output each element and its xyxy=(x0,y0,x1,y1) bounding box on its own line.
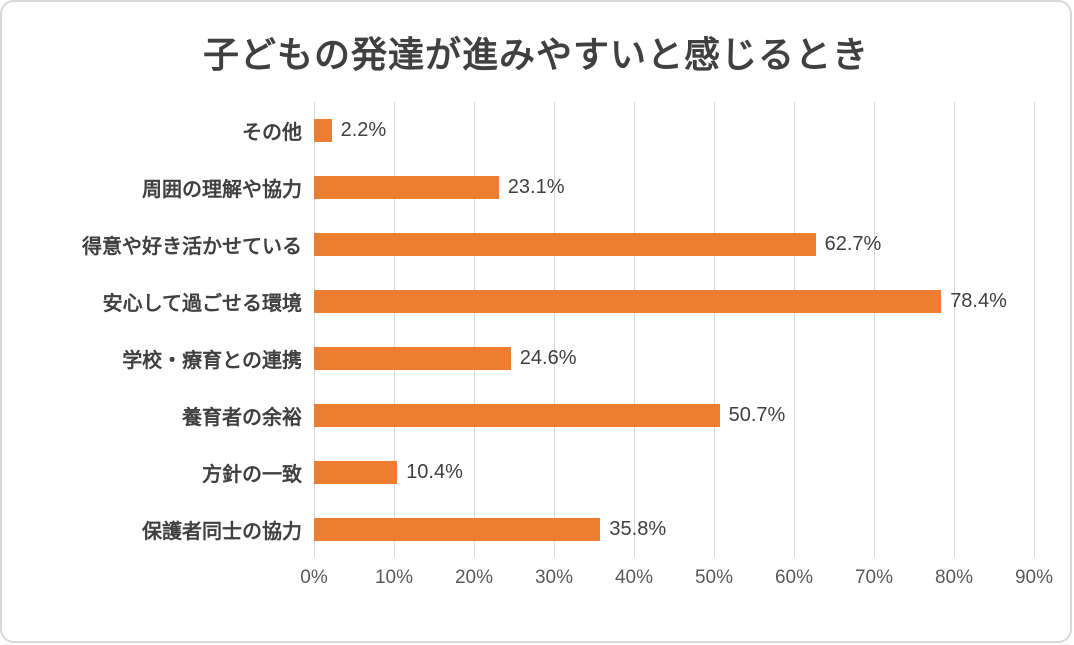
value-label: 2.2% xyxy=(340,119,387,141)
chart-title: 子どもの発達が進みやすいと感じるとき xyxy=(202,34,869,75)
category-label: 養育者の余裕 xyxy=(182,407,302,429)
x-axis-tick-label: 80% xyxy=(934,567,973,588)
value-label: 50.7% xyxy=(728,404,786,426)
x-axis-tick-label: 90% xyxy=(1014,567,1054,588)
bar-row: 2.2% xyxy=(314,102,1034,159)
plot-area: 2.2% 23.1% 62.7% 78.4% 24.6% 50.7% 10.4% 35.8% … xyxy=(300,102,1053,602)
bar-rows: 2.2% 23.1% 62.7% 78.4% 24.6% 50.7% 10.4% 35.8% xyxy=(314,102,1034,558)
x-axis-tick-label: 70% xyxy=(854,567,894,588)
x-axis-tick-label: 20% xyxy=(454,567,493,588)
bar-row: 10.4% xyxy=(314,444,1034,501)
x-axis-tick-label: 50% xyxy=(694,567,734,588)
category-label: その他 xyxy=(242,122,302,144)
bar xyxy=(314,176,499,199)
bar xyxy=(314,119,332,142)
value-label: 10.4% xyxy=(406,461,463,483)
category-label: 安心して過ごせる環境 xyxy=(102,293,302,315)
category-label: 学校・療育との連携 xyxy=(122,350,302,372)
bar xyxy=(314,518,601,541)
value-label: 23.1% xyxy=(507,176,565,198)
x-axis-tick-label: 60% xyxy=(774,567,814,588)
bar xyxy=(314,347,511,370)
category-label: 周囲の理解や協力 xyxy=(142,179,302,201)
bar-row: 23.1% xyxy=(314,159,1034,216)
value-label: 35.8% xyxy=(609,518,667,540)
x-axis-tick-label: 10% xyxy=(374,567,413,588)
x-axis: 0% 10% 20% 30% 40% 50% 60% 70% 80% 90% xyxy=(300,558,1053,602)
bar-row: 62.7% xyxy=(314,216,1034,273)
gridline xyxy=(1034,102,1035,558)
x-axis-tick-label: 30% xyxy=(534,567,574,588)
bar xyxy=(314,290,942,313)
bar-row: 24.6% xyxy=(314,330,1034,387)
chart-body: その他周囲の理解や協力得意や好き活かせている安心して過ごせる環境学校・療育との連… xyxy=(14,102,1053,602)
category-labels: その他周囲の理解や協力得意や好き活かせている安心して過ごせる環境学校・療育との連… xyxy=(14,102,314,602)
value-label: 62.7% xyxy=(824,233,882,255)
category-label: 保護者同士の協力 xyxy=(142,521,302,543)
x-axis-tick-label: 40% xyxy=(614,567,653,588)
bar-row: 78.4% xyxy=(314,273,1034,330)
bar-row: 50.7% xyxy=(314,387,1034,444)
value-label: 78.4% xyxy=(950,290,1007,312)
bar xyxy=(314,461,398,484)
bar xyxy=(314,404,720,427)
x-axis-tick-label: 0% xyxy=(300,567,328,588)
bar-row: 35.8% xyxy=(314,501,1034,558)
value-label: 24.6% xyxy=(519,347,577,369)
category-label: 方針の一致 xyxy=(202,464,302,486)
bar xyxy=(314,233,816,256)
category-label: 得意や好き活かせている xyxy=(82,236,302,258)
